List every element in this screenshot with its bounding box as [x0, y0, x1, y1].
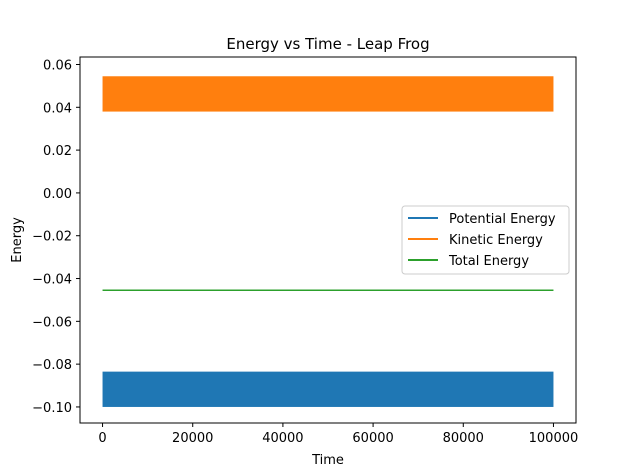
y-tick-label: 0.06: [43, 58, 72, 73]
y-axis-label: Energy: [10, 217, 25, 263]
x-tick-label: 20000: [172, 431, 213, 446]
series-band-0: [102, 371, 554, 407]
plot-frame: [79, 56, 577, 424]
x-tick-label: 40000: [262, 431, 303, 446]
y-tick-label: 0.04: [43, 101, 72, 116]
y-tick-label: 0.02: [43, 144, 72, 159]
x-axis: 0 20000 40000 60000 80000 100000: [98, 423, 578, 446]
x-axis-label: Time: [311, 453, 344, 468]
legend-label-0: Potential Energy: [449, 212, 556, 227]
y-tick-label: −0.10: [32, 401, 72, 416]
legend-box: [401, 205, 570, 275]
y-tick-label: −0.06: [32, 315, 72, 330]
series-band-1: [102, 76, 554, 112]
series-layer: [102, 76, 554, 407]
x-tick-label: 60000: [352, 431, 393, 446]
legend-label-1: Kinetic Energy: [449, 233, 543, 248]
y-tick-label: −0.02: [32, 230, 72, 245]
x-tick-label: 100000: [529, 431, 579, 446]
chart-title: Energy vs Time - Leap Frog: [226, 35, 429, 53]
y-tick-label: −0.08: [32, 358, 72, 373]
legend-label-2: Total Energy: [448, 254, 529, 269]
x-tick-label: 0: [98, 431, 106, 446]
y-tick-label: 0.00: [43, 187, 72, 202]
y-tick-label: −0.04: [32, 273, 72, 288]
y-axis: 0.06 0.04 0.02 0.00 −0.02 −0.04 −0.06 −0.08 −0.1…: [32, 58, 80, 416]
x-tick-label: 80000: [443, 431, 484, 446]
legend: Potential Energy Kinetic Energy Total Ener…: [401, 205, 570, 275]
